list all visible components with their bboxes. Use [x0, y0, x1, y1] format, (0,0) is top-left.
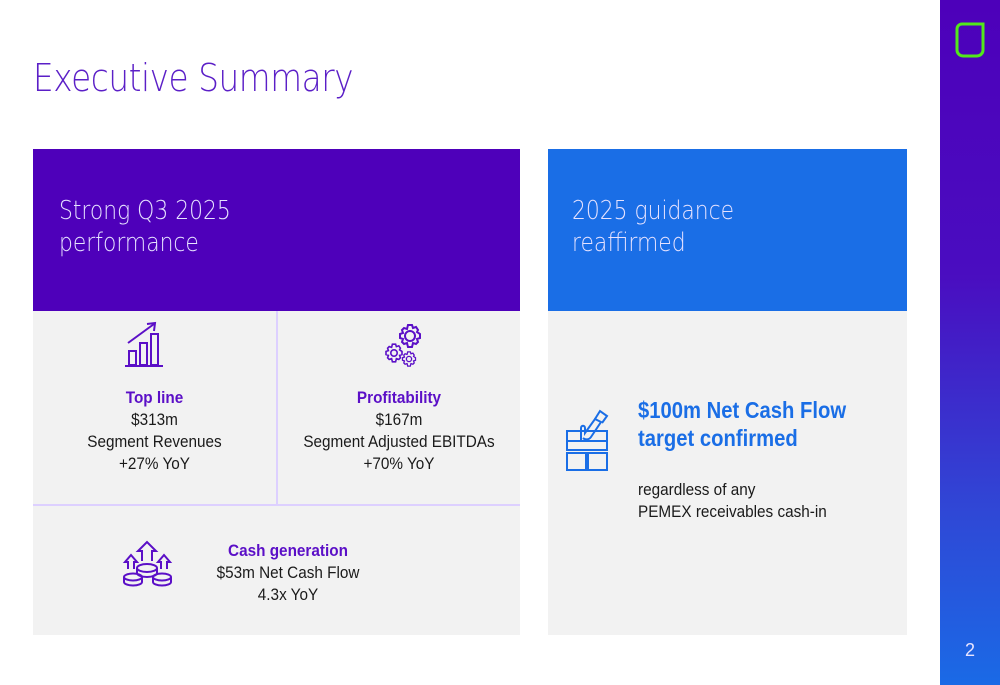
guidance-target-title: $100m Net Cash Flow target confirmed — [638, 397, 847, 451]
gears-icon — [385, 324, 421, 367]
q3-performance-panel: Strong Q3 2025 performance Top line $313… — [33, 149, 520, 635]
metric-profitability: Profitability $167m Segment Adjusted EBI… — [278, 387, 520, 475]
metric-change: +70% YoY — [363, 454, 435, 473]
rounded-square-logo-icon — [955, 22, 985, 58]
metric-change: +27% YoY — [118, 454, 191, 473]
horizontal-divider — [33, 504, 520, 506]
guidance-panel: 2025 guidance reaffirmed $100m Net Cash … — [548, 149, 907, 635]
metric-title: Profitability — [356, 388, 442, 407]
page-number: 2 — [964, 640, 975, 660]
hand-placing-brick-icon — [566, 409, 609, 471]
metric-title: Top line — [125, 388, 184, 407]
metric-title: Cash generation — [228, 541, 348, 560]
coins-growth-icon — [122, 540, 173, 587]
metric-label: Segment Adjusted EBITDAs — [303, 432, 495, 451]
guidance-heading: 2025 guidance reaffirmed — [572, 196, 735, 258]
metric-value: $313m — [131, 410, 178, 429]
metric-label: Segment Revenues — [87, 432, 222, 451]
metric-value: $53m Net Cash Flow — [216, 563, 360, 582]
q3-performance-header: Strong Q3 2025 performance — [33, 149, 520, 311]
brand-sidebar: 2 — [940, 0, 1000, 685]
page-title: Executive Summary — [33, 56, 354, 100]
vertical-divider — [276, 311, 278, 505]
metric-change: 4.3x YoY — [257, 585, 319, 604]
metric-cash-generation: Cash generation $53m Net Cash Flow 4.3x … — [183, 540, 393, 606]
q3-performance-heading: Strong Q3 2025 performance — [59, 196, 231, 258]
metric-value: $167m — [375, 410, 423, 429]
guidance-header: 2025 guidance reaffirmed — [548, 149, 907, 311]
metric-top-line: Top line $313m Segment Revenues +27% YoY — [33, 387, 276, 475]
guidance-target-subtitle: regardless of any PEMEX receivables cash… — [638, 480, 827, 521]
bar-chart-growth-icon — [125, 321, 163, 367]
